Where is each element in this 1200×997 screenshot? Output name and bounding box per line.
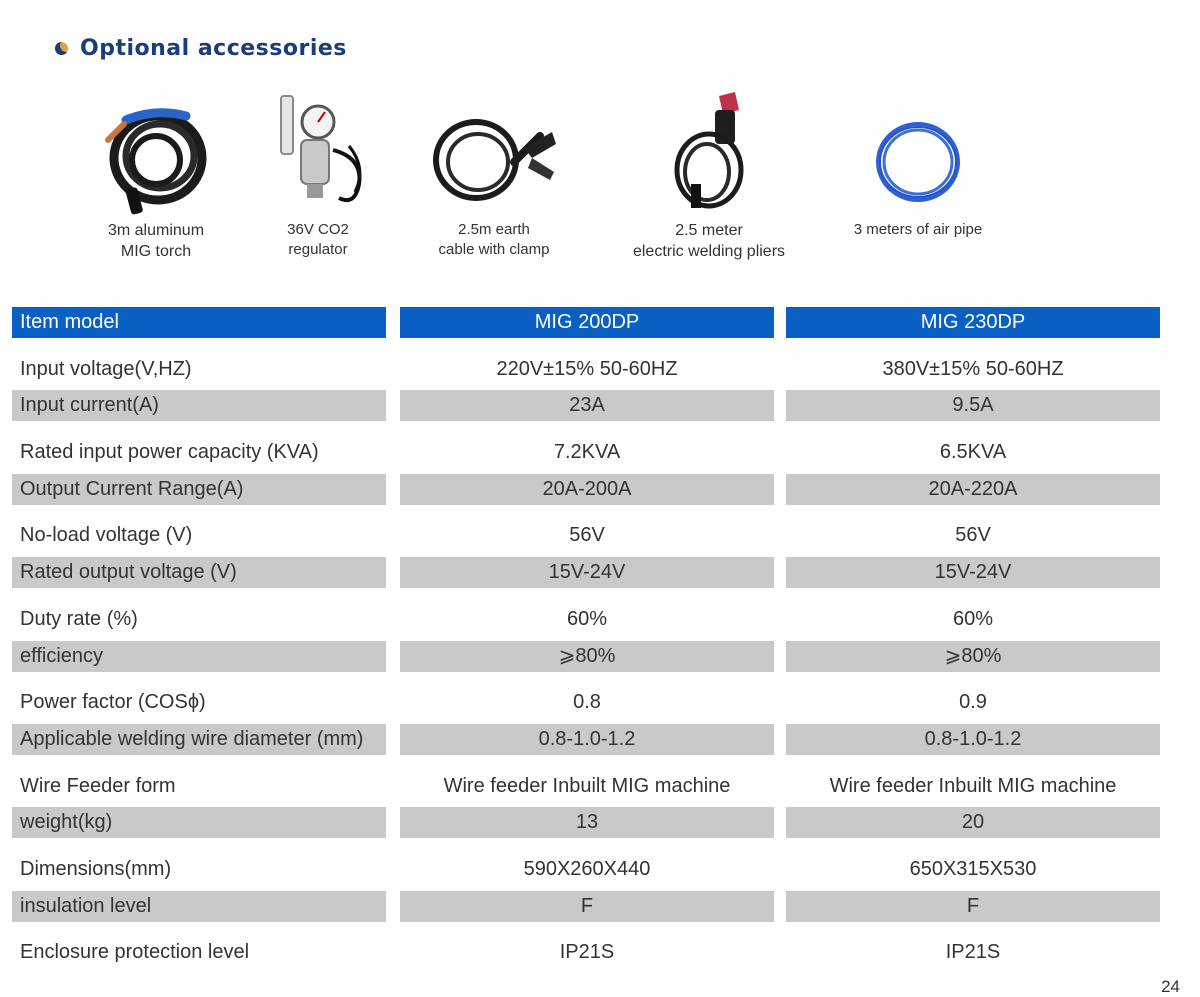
table-row-label: Wire Feeder form	[20, 774, 176, 797]
table-cell: 56V	[955, 524, 991, 547]
table-row: weight(kg) 13 20	[12, 807, 1160, 849]
spec-table: Item model MIG 200DP MIG 230DP Input vol…	[12, 307, 1160, 974]
table-row: Applicable welding wire diameter (mm) 0.8…	[12, 723, 1160, 766]
table-row-label: insulation level	[12, 890, 386, 922]
table-cell: 0.8	[573, 691, 601, 714]
accessory-co2-regulator: 36V CO2 regulator	[262, 88, 374, 260]
bullet-icon	[55, 41, 68, 55]
welding-pliers-icon	[674, 92, 744, 209]
table-cell: 9.5A	[786, 390, 1160, 422]
table-cell: 380V±15% 50-60HZ	[882, 357, 1064, 380]
table-cell: 23A	[400, 390, 774, 422]
table-cell: 20	[786, 807, 1160, 839]
table-row-label: Dimensions(mm)	[20, 857, 172, 880]
accessory-label: 3 meters of air pipe	[853, 221, 983, 238]
table-row-label: Input voltage(V,HZ)	[20, 357, 192, 380]
table-cell: 20A-220A	[786, 473, 1160, 505]
table-row-label: Input current(A)	[12, 390, 386, 422]
accessory-air-pipe: 3 meters of air pipe	[838, 88, 998, 240]
table-row: efficiency ⩾80% ⩾80%	[12, 640, 1160, 683]
table-cell: 60%	[566, 607, 608, 630]
table-cell: 7.2KVA	[553, 441, 621, 464]
header-cell-item: Item model	[12, 307, 386, 338]
air-pipe-icon	[876, 122, 960, 202]
table-cell: ⩾80%	[786, 640, 1160, 672]
page-number: 24	[1161, 977, 1180, 996]
table-row-label: Rated output voltage (V)	[12, 557, 386, 589]
table-cell: 0.8-1.0-1.2	[400, 723, 774, 755]
table-cell: Wire feeder Inbuilt MIG machine	[443, 774, 731, 797]
regulator-icon	[280, 95, 362, 203]
table-cell: 60%	[952, 607, 994, 630]
accessory-mig-torch: 3m aluminum MIG torch	[78, 88, 234, 262]
table-cell: 6.5KVA	[939, 441, 1007, 464]
table-cell: 0.8-1.0-1.2	[786, 723, 1160, 755]
accessory-label: 2.5m earth cable with clamp	[438, 221, 550, 258]
table-row: Rated output voltage (V) 15V-24V 15V-24V	[12, 557, 1160, 599]
table-cell: IP21S	[559, 941, 615, 964]
section-heading: Optional accessories	[55, 30, 347, 66]
mig-torch-icon	[105, 108, 207, 215]
table-cell: Wire feeder Inbuilt MIG machine	[829, 774, 1117, 797]
table-row: Enclosure protection level IP21S IP21S	[12, 932, 1160, 974]
table-cell: 20A-200A	[400, 473, 774, 505]
table-row-label: efficiency	[12, 640, 386, 672]
table-row: No-load voltage (V) 56V 56V	[12, 515, 1160, 557]
table-row: Input current(A) 23A 9.5A	[12, 390, 1160, 432]
table-row: Dimensions(mm) 590X260X440 650X315X530	[12, 849, 1160, 891]
header-cell-model-2: MIG 230DP	[786, 307, 1160, 338]
table-header-row: Item model MIG 200DP MIG 230DP	[12, 307, 1160, 349]
table-row: insulation level F F	[12, 890, 1160, 933]
table-cell: 590X260X440	[523, 857, 651, 880]
table-row: Rated input power capacity (KVA) 7.2KVA 6.…	[12, 432, 1160, 474]
table-cell: 15V-24V	[400, 557, 774, 589]
accessory-earth-clamp: 2.5m earth cable with clamp	[424, 88, 564, 260]
table-cell: 0.9	[959, 691, 987, 714]
table-row-label: Power factor (COSϕ)	[20, 691, 206, 714]
table-cell: 15V-24V	[786, 557, 1160, 589]
table-cell: F	[400, 890, 774, 922]
earth-clamp-icon	[433, 119, 556, 201]
table-row: Output Current Range(A) 20A-200A 20A-220A	[12, 473, 1160, 516]
section-title: Optional accessories	[80, 35, 347, 61]
table-row-label: Rated input power capacity (KVA)	[20, 441, 319, 464]
table-row: Power factor (COSϕ) 0.8 0.9	[12, 682, 1160, 724]
table-row-label: No-load voltage (V)	[20, 524, 193, 547]
accessory-label: 36V CO2 regulator	[287, 221, 349, 258]
accessory-label: 3m aluminum MIG torch	[107, 222, 205, 260]
table-cell: ⩾80%	[400, 640, 774, 672]
table-cell: 56V	[569, 524, 605, 547]
table-cell: IP21S	[945, 941, 1001, 964]
table-cell: 650X315X530	[909, 857, 1037, 880]
table-row: Input voltage(V,HZ) 220V±15% 50-60HZ 380V±…	[12, 349, 1160, 391]
table-row: Wire Feeder form Wire feeder Inbuilt MIG …	[12, 766, 1160, 808]
table-row-label: Output Current Range(A)	[12, 473, 386, 505]
table-row-label: Duty rate (%)	[20, 607, 138, 630]
accessory-label: 2.5 meter electric welding pliers	[632, 222, 786, 260]
header-cell-model-1: MIG 200DP	[400, 307, 774, 338]
table-row: Duty rate (%) 60% 60%	[12, 599, 1160, 641]
table-cell: F	[786, 890, 1160, 922]
table-cell: 220V±15% 50-60HZ	[496, 357, 678, 380]
table-row-label: Applicable welding wire diameter (mm)	[12, 723, 386, 755]
accessory-welding-pliers: 2.5 meter electric welding pliers	[614, 88, 804, 262]
table-row-label: weight(kg)	[12, 807, 386, 839]
table-row-label: Enclosure protection level	[20, 941, 250, 964]
table-cell: 13	[400, 807, 774, 839]
